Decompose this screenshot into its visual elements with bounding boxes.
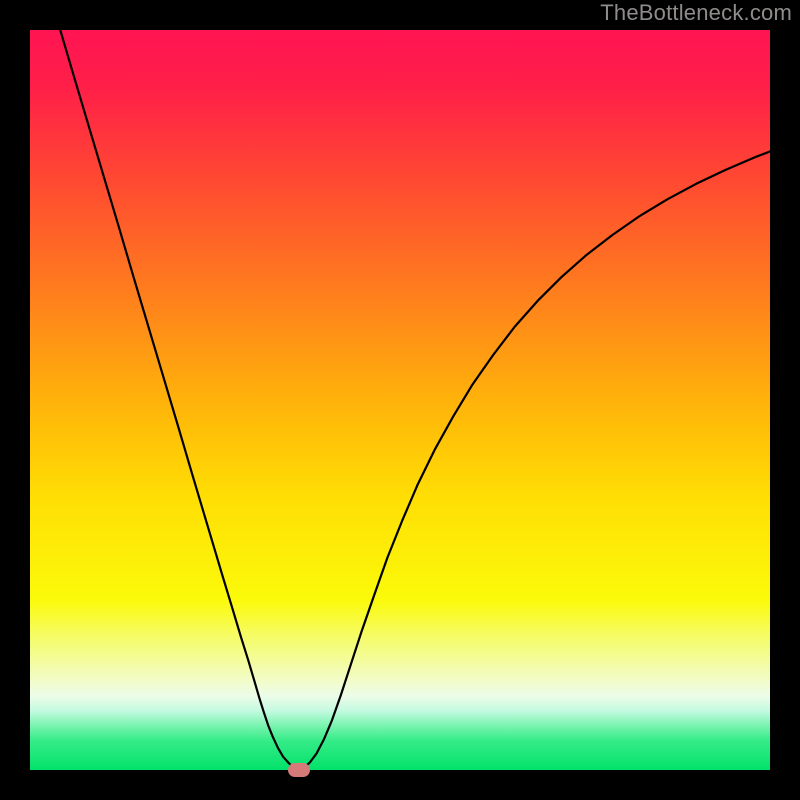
y-axis-line — [21, 21, 30, 779]
curve-minimum-marker — [288, 763, 310, 777]
gradient-and-curve-svg — [30, 30, 770, 770]
chart-stage: TheBottleneck.com — [0, 0, 800, 800]
x-axis-line — [21, 770, 779, 779]
watermark-text: TheBottleneck.com — [600, 0, 792, 26]
chart-background-gradient — [30, 30, 770, 770]
plot-area — [30, 30, 770, 770]
